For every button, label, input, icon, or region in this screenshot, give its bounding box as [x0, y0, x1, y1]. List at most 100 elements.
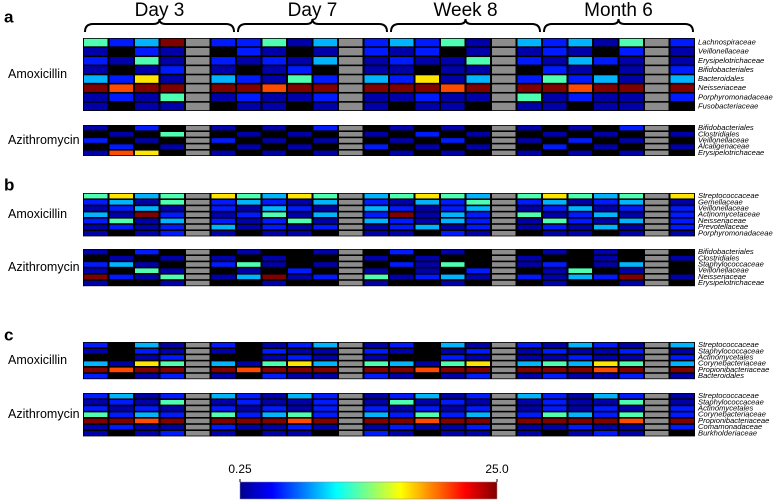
heatmap-cell — [568, 144, 592, 149]
heatmap-cell — [568, 367, 592, 373]
heatmap-cell — [441, 424, 465, 430]
heatmap-cell — [109, 125, 133, 131]
heatmap-cell — [211, 400, 235, 405]
heatmap-cell — [109, 342, 133, 348]
heatmap-cell — [211, 393, 235, 399]
heatmap-cell — [211, 262, 235, 267]
heatmap-cell — [670, 361, 694, 366]
heatmap-cell — [415, 249, 439, 255]
heatmap-cell — [84, 280, 108, 286]
heatmap-cell — [645, 47, 669, 56]
heatmap-cell — [645, 144, 669, 149]
heatmap-cell — [670, 400, 694, 405]
heatmap-cell — [84, 212, 108, 217]
heatmap-cell — [619, 144, 643, 149]
heatmap-cell — [670, 268, 694, 273]
heatmap-cell — [645, 206, 669, 211]
heatmap-cell — [415, 361, 439, 366]
heatmap-cell — [517, 47, 541, 56]
heatmap-cell — [109, 412, 133, 417]
heatmap-cell — [237, 125, 261, 131]
heatmap-cell — [109, 200, 133, 205]
row-label: Gemellaceae — [698, 197, 743, 206]
heatmap-cell — [390, 367, 414, 373]
heatmap-cell — [237, 38, 261, 47]
heatmap-cell — [186, 367, 210, 373]
heatmap-cell — [390, 138, 414, 143]
heatmap-cell — [313, 412, 337, 417]
heatmap-cell — [313, 349, 337, 354]
heatmap-cell — [186, 400, 210, 405]
heatmap-cell — [466, 193, 490, 199]
heatmap-cell — [517, 367, 541, 373]
heatmap-cell — [568, 400, 592, 405]
heatmap-cell — [619, 412, 643, 417]
heatmap-cell — [237, 406, 261, 411]
heatmap-cell — [84, 75, 108, 83]
heatmap-cell — [288, 256, 312, 261]
heatmap-cell — [517, 424, 541, 430]
heatmap-cell — [186, 349, 210, 354]
heatmap-cell — [186, 280, 210, 286]
heatmap-cell — [415, 150, 439, 156]
heatmap-cell — [288, 200, 312, 205]
heatmap-cell — [186, 57, 210, 65]
heatmap-cell — [670, 212, 694, 217]
row-label: Staphylococcaceae — [698, 260, 764, 269]
heatmap-cell — [364, 262, 388, 267]
heatmap-cell — [135, 75, 159, 83]
heatmap-cell — [237, 218, 261, 224]
heatmap-cell — [568, 406, 592, 411]
heatmap-cell — [390, 150, 414, 156]
heatmap-cell — [415, 93, 439, 102]
heatmap-cell — [339, 38, 363, 47]
heatmap-cell — [466, 424, 490, 430]
heatmap-cell — [237, 268, 261, 273]
heatmap-cell — [390, 400, 414, 405]
heatmap-cell — [441, 256, 465, 261]
heatmap-cell — [313, 367, 337, 373]
heatmap-cell — [619, 361, 643, 366]
heatmap-cell — [441, 393, 465, 399]
heatmap-cell — [619, 193, 643, 199]
heatmap-cell — [492, 231, 516, 236]
heatmap-cell — [288, 262, 312, 267]
heatmap-cell — [160, 361, 184, 366]
heatmap-cell — [288, 57, 312, 65]
heatmap-cell — [390, 280, 414, 286]
heatmap-cell — [415, 256, 439, 261]
heatmap-cell — [594, 262, 618, 267]
heatmap-cell — [492, 256, 516, 261]
heatmap-cell — [211, 84, 235, 92]
heatmap-cell — [543, 57, 567, 65]
heatmap-cell — [670, 224, 694, 230]
heatmap-cell — [517, 212, 541, 217]
heatmap-cell — [313, 418, 337, 424]
heatmap-cell — [619, 406, 643, 411]
heatmap-cell — [670, 84, 694, 92]
heatmap-cell — [415, 268, 439, 273]
heatmap-cell — [288, 144, 312, 149]
heatmap-cell — [313, 193, 337, 199]
heatmap-cell — [492, 418, 516, 424]
heatmap-cell — [517, 66, 541, 74]
heatmap-cell — [135, 406, 159, 411]
heatmap-cell — [415, 102, 439, 111]
heatmap-cell — [441, 47, 465, 56]
heatmap-cell — [364, 66, 388, 74]
heatmap-cell — [237, 249, 261, 255]
heatmap-cell — [339, 193, 363, 199]
heatmap-cell — [364, 256, 388, 261]
heatmap-cell — [543, 393, 567, 399]
heatmap-cell — [313, 424, 337, 430]
heatmap-cell — [415, 280, 439, 286]
heatmap-cell — [415, 84, 439, 92]
heatmap-cell — [211, 57, 235, 65]
heatmap-cell — [288, 84, 312, 92]
heatmap-cell — [492, 431, 516, 436]
heatmap-cell — [543, 75, 567, 83]
heatmap-cell — [160, 400, 184, 405]
heatmap-cell — [109, 132, 133, 137]
heatmap-cell — [160, 373, 184, 379]
heatmap-cell — [288, 274, 312, 280]
